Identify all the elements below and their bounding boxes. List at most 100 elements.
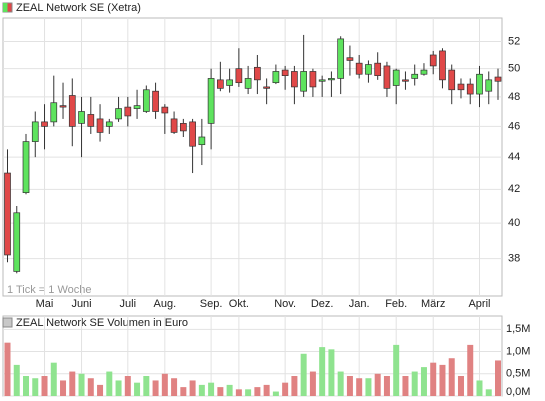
y-tick-label: 0,5M — [506, 368, 530, 380]
candle-body — [31, 121, 39, 142]
volume-bar — [467, 344, 474, 396]
volume-bar — [226, 384, 233, 396]
volume-bar — [448, 358, 455, 396]
candle-body — [263, 86, 270, 89]
candle-body — [87, 114, 95, 127]
candle-body — [300, 71, 308, 92]
volume-bar — [309, 371, 316, 396]
volume-bar — [356, 378, 363, 396]
candle-body — [281, 69, 289, 76]
candle-body — [207, 78, 215, 124]
candle-body — [133, 105, 141, 109]
candle-body — [78, 111, 85, 124]
volume-title: ZEAL Network SE Volumen in Euro — [16, 317, 188, 329]
volume-bar — [115, 380, 122, 396]
volume-bar — [69, 371, 76, 396]
candle-body — [124, 106, 132, 117]
volume-bar — [106, 371, 113, 396]
candle-body — [429, 54, 437, 67]
volume-bar — [235, 389, 242, 396]
x-tick-label: Aug. — [154, 298, 177, 310]
volume-bar — [430, 362, 437, 396]
candle-body — [161, 106, 169, 114]
candle-body — [142, 89, 150, 112]
candle-body — [105, 121, 113, 127]
x-tick-label: Nov. — [274, 298, 296, 310]
y-tick-label: 50 — [508, 63, 520, 75]
volume-bar — [476, 380, 483, 396]
volume-bar — [161, 373, 168, 396]
volume-bar — [319, 347, 326, 396]
candle-body — [448, 69, 456, 91]
x-tick-label: Juni — [71, 298, 91, 310]
y-tick-label: 0,0M — [506, 386, 530, 398]
volume-bar — [263, 384, 270, 396]
volume-bar — [97, 384, 104, 396]
volume-bar — [4, 342, 11, 396]
volume-bar — [272, 391, 279, 396]
candle-body — [189, 121, 196, 147]
candle-body — [328, 78, 335, 81]
candle-body — [476, 73, 483, 95]
x-tick-label: März — [421, 298, 445, 310]
candle-body — [152, 90, 159, 112]
y-tick-label: 40 — [508, 217, 520, 229]
candle-body — [318, 79, 326, 82]
volume-bar — [143, 376, 150, 396]
candle-body — [59, 105, 67, 108]
x-tick-label: Mai — [36, 298, 54, 310]
y-tick-label: 46 — [508, 120, 520, 132]
candle-body — [198, 136, 206, 146]
candle-body — [217, 79, 224, 89]
candle-body — [115, 108, 122, 120]
candle-body — [22, 141, 30, 193]
volume-bar — [485, 389, 492, 396]
candle-body — [96, 118, 104, 133]
candle-body — [226, 79, 233, 86]
volume-bar — [171, 378, 178, 396]
candle-body — [355, 62, 363, 75]
volume-bar — [198, 384, 205, 396]
volume-bar — [189, 380, 196, 396]
volume-bar — [208, 382, 215, 396]
candle-body — [254, 66, 261, 81]
x-tick-label: Jan. — [349, 298, 370, 310]
volume-bar — [23, 376, 30, 396]
candle-body — [50, 102, 58, 123]
volume-bar — [217, 387, 224, 396]
volume-bar — [87, 378, 94, 396]
volume-bar — [13, 364, 20, 396]
x-tick-label: Feb. — [385, 298, 407, 310]
volume-bar — [180, 387, 187, 396]
y-tick-label: 44 — [508, 151, 520, 163]
chart-title: ZEAL Network SE (Xetra) — [16, 2, 141, 14]
volume-bar — [78, 373, 85, 396]
candle-body — [411, 73, 419, 79]
annotation: 1 Tick = 1 Woche — [7, 284, 91, 296]
volume-bar — [374, 373, 381, 396]
volume-bar — [50, 362, 57, 396]
volume-bar — [32, 378, 39, 396]
candle-body — [309, 71, 317, 88]
candle-body — [439, 50, 446, 81]
volume-bar — [245, 389, 252, 396]
candle-body — [457, 83, 465, 91]
volume-bar — [420, 367, 427, 396]
volume-bar — [346, 376, 353, 396]
candle-body — [170, 118, 178, 133]
candle-body — [392, 69, 400, 86]
volume-bar — [365, 378, 372, 396]
volume-bar — [337, 371, 344, 396]
candle-body — [272, 71, 280, 84]
y-tick-label: 42 — [508, 183, 520, 195]
volume-bar — [300, 353, 307, 396]
volume-bar — [393, 344, 400, 396]
volume-bar — [383, 376, 390, 396]
candle-body — [374, 62, 382, 76]
volume-bar — [254, 387, 261, 396]
candle-body — [494, 76, 502, 82]
candle-body — [244, 78, 252, 89]
x-tick-label: Sep. — [200, 298, 223, 310]
volume-bar — [291, 376, 298, 396]
